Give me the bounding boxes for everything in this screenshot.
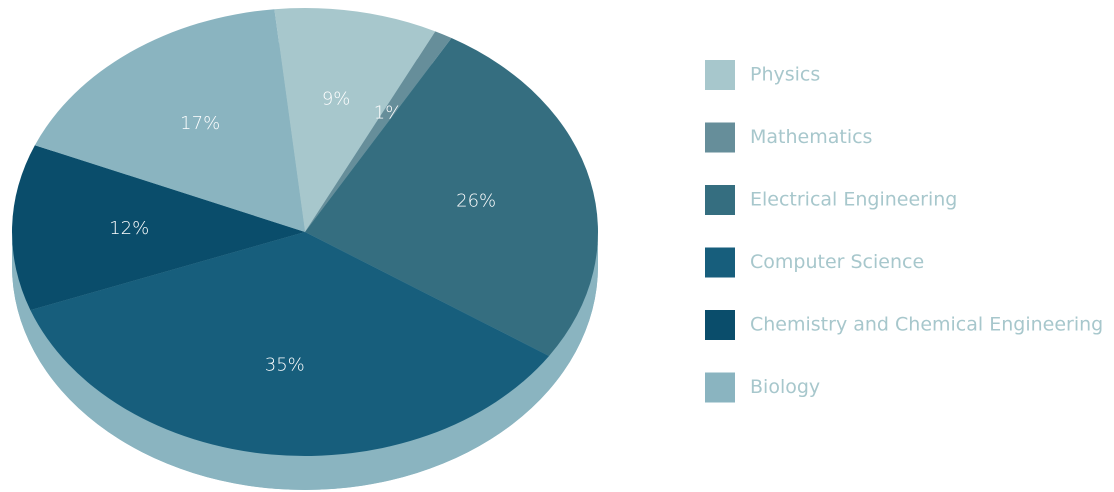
legend-swatch <box>705 310 735 340</box>
legend-label: Electrical Engineering <box>750 189 957 211</box>
data-label: 12% <box>109 218 149 239</box>
pie: 9%1%26%35%12%17% <box>11 7 598 490</box>
legend: Physics Mathematics Electrical Engineering… <box>705 60 1103 403</box>
data-label: 17% <box>180 113 220 134</box>
pie-slice <box>305 31 452 232</box>
data-label: 26% <box>456 190 496 211</box>
legend-label: Chemistry and Chemical Engineering <box>750 314 1103 336</box>
data-label: 35% <box>265 355 305 376</box>
legend-label: Computer Science <box>750 251 924 273</box>
pie-slice <box>34 9 305 232</box>
pie-slice <box>30 232 550 456</box>
legend-label: Physics <box>750 64 820 86</box>
pie-slice <box>274 7 436 232</box>
pie-slice <box>11 145 305 311</box>
legend-swatch <box>705 247 735 278</box>
legend-label: Biology <box>750 376 820 398</box>
data-label: 9% <box>322 89 351 110</box>
legend-swatch <box>705 122 735 153</box>
pie-slice <box>305 38 598 356</box>
legend-swatch <box>705 372 735 403</box>
legend-label: Mathematics <box>750 126 872 148</box>
legend-swatch <box>705 60 735 90</box>
legend-swatch <box>705 185 735 215</box>
